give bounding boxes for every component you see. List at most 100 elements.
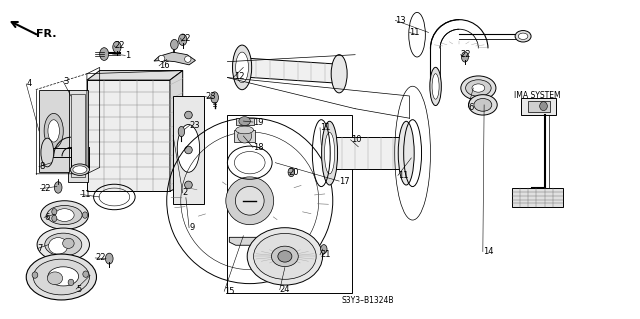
Text: 11: 11 [398,171,408,180]
Text: 22: 22 [115,41,125,50]
Ellipse shape [432,74,439,99]
Bar [330,137,406,169]
Bar [234,130,255,142]
Ellipse shape [47,205,82,225]
Text: 10: 10 [351,135,361,144]
Ellipse shape [184,111,192,119]
Ellipse shape [52,209,57,215]
Ellipse shape [474,99,492,111]
Text: 11: 11 [81,190,91,199]
Text: 6: 6 [44,213,49,222]
Ellipse shape [70,164,90,175]
Ellipse shape [106,253,113,264]
Bar [227,115,352,293]
Text: 23: 23 [205,92,216,101]
Ellipse shape [159,55,165,62]
Ellipse shape [398,121,414,185]
Ellipse shape [44,113,63,148]
Text: 23: 23 [189,121,200,130]
Ellipse shape [100,48,109,60]
Ellipse shape [247,228,323,285]
Polygon shape [170,70,182,191]
Text: S3Y3–B1324B: S3Y3–B1324B [341,296,394,305]
Bar [87,80,170,191]
Ellipse shape [278,251,292,262]
Ellipse shape [52,215,57,222]
Ellipse shape [37,228,90,261]
Ellipse shape [55,209,74,221]
Ellipse shape [47,272,63,285]
Text: 6: 6 [468,103,474,112]
Text: 8: 8 [39,162,44,171]
Text: 9: 9 [189,223,195,232]
Text: 5: 5 [76,285,81,293]
Ellipse shape [41,138,54,167]
Text: 22: 22 [95,254,106,263]
Ellipse shape [33,259,90,295]
Text: 18: 18 [253,143,264,152]
Ellipse shape [184,56,191,62]
Bar [71,94,85,177]
Bar [521,98,556,115]
Bar [173,96,204,204]
Ellipse shape [515,31,531,42]
Text: 3: 3 [63,77,68,86]
Ellipse shape [466,80,491,96]
Ellipse shape [271,246,298,267]
Ellipse shape [236,186,264,215]
Text: 21: 21 [320,250,330,259]
Ellipse shape [253,234,316,279]
Text: 11: 11 [410,28,420,37]
Ellipse shape [239,117,250,126]
Ellipse shape [40,201,88,229]
Text: 4: 4 [26,79,31,88]
Ellipse shape [540,102,547,111]
Ellipse shape [211,92,218,103]
Bar [68,90,88,182]
Ellipse shape [83,271,88,277]
Text: FR.: FR. [36,29,56,39]
Ellipse shape [45,233,82,256]
Ellipse shape [32,272,38,278]
Text: 15: 15 [224,287,235,296]
Ellipse shape [184,146,192,154]
Text: 17: 17 [339,177,350,186]
Ellipse shape [54,182,62,193]
Ellipse shape [83,212,88,218]
Bar [511,188,563,207]
Bar [236,118,253,124]
Polygon shape [154,52,195,65]
Ellipse shape [461,76,496,100]
Ellipse shape [331,55,347,93]
Text: 11: 11 [320,123,330,132]
Ellipse shape [321,121,337,185]
Ellipse shape [461,52,468,62]
Text: 12: 12 [234,72,244,81]
Ellipse shape [171,40,178,50]
Ellipse shape [226,177,274,225]
Ellipse shape [177,124,200,172]
Text: 2: 2 [182,188,188,197]
Ellipse shape [321,245,327,254]
Text: IMA SYSTEM: IMA SYSTEM [514,92,561,100]
Ellipse shape [472,84,484,92]
Text: 16: 16 [159,61,170,70]
Text: 19: 19 [253,117,264,127]
Text: 20: 20 [288,168,299,177]
Text: 13: 13 [396,16,406,25]
Polygon shape [87,70,182,80]
Text: 1: 1 [125,51,131,60]
Bar [39,90,69,172]
Ellipse shape [236,52,248,83]
Text: 22: 22 [461,50,471,59]
Ellipse shape [184,181,192,189]
Text: 22: 22 [40,184,51,193]
Ellipse shape [49,238,68,254]
Polygon shape [242,58,339,83]
Text: 7: 7 [38,244,43,253]
Ellipse shape [430,67,442,106]
Ellipse shape [288,168,294,177]
Ellipse shape [26,254,97,300]
Ellipse shape [48,120,60,142]
Ellipse shape [236,126,253,134]
